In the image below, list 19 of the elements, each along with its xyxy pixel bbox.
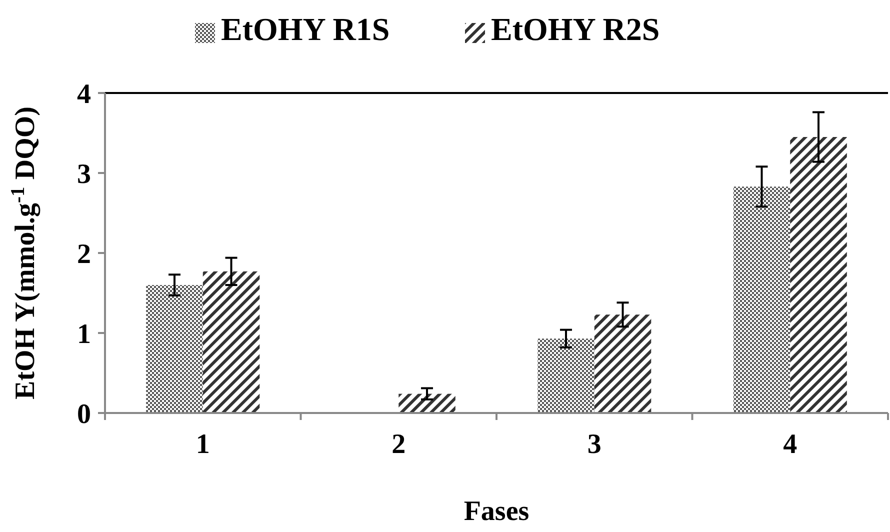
bar [146, 285, 203, 413]
bar [538, 338, 594, 413]
legend-label: EtOHY R1S [221, 11, 390, 47]
y-tick-label: 2 [77, 238, 91, 270]
x-tick-label: 2 [392, 429, 406, 460]
x-tick-label: 4 [783, 429, 798, 460]
legend-label: EtOHY R2S [491, 11, 660, 47]
bar [733, 186, 790, 413]
bar [398, 394, 456, 413]
bar [790, 137, 847, 413]
y-tick-label: 1 [77, 318, 91, 350]
x-tick-label: 1 [196, 429, 210, 460]
bar [202, 271, 260, 413]
y-tick-label: 3 [77, 158, 91, 190]
x-tick-label: 3 [587, 429, 602, 460]
y-tick-label: 4 [77, 78, 91, 110]
y-tick-label: 0 [77, 398, 91, 430]
bar [594, 314, 652, 413]
x-axis-title: Fases [464, 496, 530, 527]
